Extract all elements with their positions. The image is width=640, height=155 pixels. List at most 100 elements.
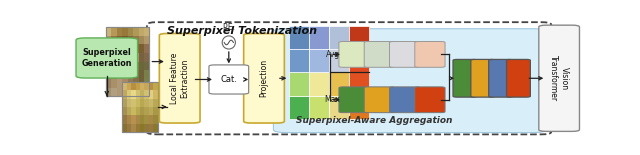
Bar (144, 70, 150, 79)
Bar (111, 27, 116, 36)
Bar (122, 82, 158, 132)
FancyBboxPatch shape (489, 59, 513, 97)
Bar (145, 82, 149, 90)
Bar (122, 70, 127, 79)
Bar (111, 44, 116, 53)
Bar (127, 44, 133, 53)
Bar (111, 62, 116, 70)
Bar (131, 124, 136, 132)
FancyBboxPatch shape (339, 42, 369, 67)
Bar (144, 53, 150, 62)
Bar (136, 107, 140, 115)
Bar (131, 107, 136, 115)
Bar (106, 27, 150, 96)
Bar (138, 36, 144, 44)
Bar (149, 90, 154, 99)
Bar (349, 26, 369, 49)
FancyBboxPatch shape (364, 42, 394, 67)
Bar (329, 26, 349, 49)
Bar (116, 36, 122, 44)
Bar (106, 53, 111, 62)
FancyBboxPatch shape (415, 42, 445, 67)
Bar (149, 115, 154, 124)
Text: Vision
Transformer: Vision Transformer (549, 55, 569, 101)
Bar (106, 44, 111, 53)
Bar (144, 44, 150, 53)
Bar (133, 53, 138, 62)
Bar (122, 27, 127, 36)
Bar (144, 88, 150, 96)
Bar (149, 107, 154, 115)
Bar (127, 107, 131, 115)
FancyBboxPatch shape (539, 25, 579, 131)
Bar (122, 82, 127, 90)
Text: Superpixel-Aware Aggregation: Superpixel-Aware Aggregation (296, 116, 452, 125)
Bar (144, 36, 150, 44)
Bar (106, 79, 111, 88)
Bar (122, 36, 127, 44)
Bar (116, 79, 122, 88)
Text: Avg: Avg (326, 50, 340, 59)
Bar (116, 62, 122, 70)
Bar (145, 99, 149, 107)
Bar (136, 115, 140, 124)
FancyBboxPatch shape (390, 87, 420, 113)
Bar (106, 70, 111, 79)
Text: Max: Max (324, 95, 340, 104)
Bar (138, 70, 144, 79)
Bar (138, 88, 144, 96)
Bar (289, 49, 309, 72)
FancyBboxPatch shape (415, 87, 445, 113)
Bar (140, 115, 145, 124)
Bar (136, 124, 140, 132)
Bar (349, 72, 369, 96)
Bar (122, 90, 127, 99)
Bar (138, 27, 144, 36)
Bar (106, 36, 111, 44)
Bar (289, 72, 309, 96)
Bar (140, 82, 145, 90)
Bar (116, 70, 122, 79)
Bar (127, 115, 131, 124)
Bar (309, 96, 329, 119)
Bar (138, 79, 144, 88)
Bar (122, 124, 127, 132)
Bar (133, 27, 138, 36)
Bar (122, 107, 127, 115)
Bar (122, 88, 127, 96)
Bar (309, 49, 329, 72)
Ellipse shape (222, 36, 236, 49)
Bar (138, 44, 144, 53)
Bar (122, 79, 127, 88)
Bar (138, 62, 144, 70)
Bar (122, 53, 127, 62)
Bar (122, 99, 127, 107)
Bar (154, 124, 158, 132)
Bar (138, 53, 144, 62)
Text: P.E.: P.E. (222, 23, 236, 32)
Bar (122, 44, 127, 53)
FancyBboxPatch shape (364, 87, 394, 113)
Bar (127, 27, 133, 36)
Bar (116, 27, 122, 36)
FancyBboxPatch shape (453, 59, 477, 97)
Text: Local Feature
Extraction: Local Feature Extraction (170, 53, 189, 104)
Bar (145, 107, 149, 115)
Bar (133, 62, 138, 70)
Bar (131, 115, 136, 124)
Text: Superpixel Tokenization: Superpixel Tokenization (167, 26, 317, 36)
Bar (111, 88, 116, 96)
Bar (145, 90, 149, 99)
Bar (131, 90, 136, 99)
Bar (111, 53, 116, 62)
Bar (154, 90, 158, 99)
Bar (309, 72, 329, 96)
Bar (106, 62, 111, 70)
Bar (133, 44, 138, 53)
Bar (111, 79, 116, 88)
Bar (289, 26, 309, 49)
Bar (140, 107, 145, 115)
Bar (329, 72, 349, 96)
Bar (144, 62, 150, 70)
Bar (289, 96, 309, 119)
